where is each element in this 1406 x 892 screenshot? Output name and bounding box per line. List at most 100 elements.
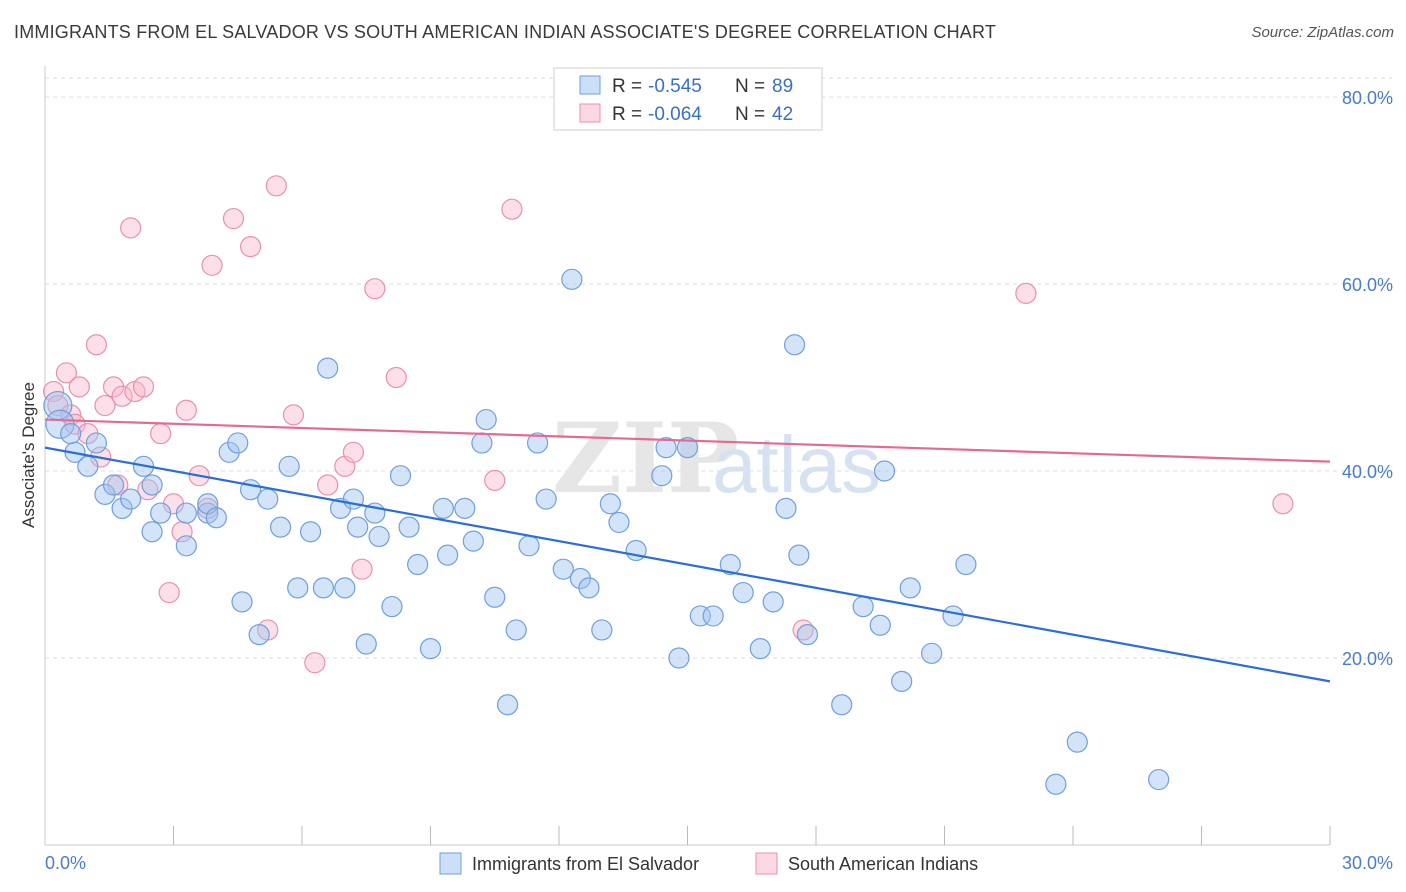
data-point <box>749 638 771 660</box>
x-tick-labels: 0.0% 30.0% <box>45 853 1393 873</box>
series-south-american-indians <box>42 175 1294 674</box>
data-point <box>526 432 549 454</box>
data-point <box>454 497 476 519</box>
data-point <box>432 497 454 519</box>
series-el-salvador <box>43 268 1170 795</box>
data-point <box>132 376 155 398</box>
data-point <box>398 516 420 538</box>
data-point <box>85 334 108 356</box>
data-point <box>94 394 116 417</box>
data-point <box>385 366 407 389</box>
data-point <box>269 516 292 538</box>
data-point <box>1272 493 1294 515</box>
data-point <box>552 558 574 580</box>
data-point <box>222 207 245 230</box>
bottom-legend-label-blue: Immigrants from El Salvador <box>472 854 699 874</box>
legend-r-label-pink: R = <box>612 104 642 125</box>
data-point <box>141 474 163 496</box>
legend-n-label-blue: N = <box>735 76 765 97</box>
data-point <box>1148 768 1170 791</box>
legend-r-value-pink: -0.064 <box>648 104 702 125</box>
data-point <box>796 624 819 646</box>
data-point <box>1045 773 1067 795</box>
data-point <box>942 605 964 627</box>
source-label: Source: ZipAtlas.com <box>1251 24 1394 41</box>
data-point <box>651 465 673 487</box>
axes <box>44 66 1331 846</box>
data-point <box>561 268 583 290</box>
data-point <box>501 198 523 220</box>
data-point <box>347 516 369 538</box>
data-point <box>719 553 741 576</box>
data-point <box>518 535 540 557</box>
data-point <box>265 175 287 197</box>
data-point <box>873 460 896 482</box>
data-point <box>55 362 78 384</box>
data-point <box>788 544 810 566</box>
y-tick-label: 20.0% <box>1342 649 1393 669</box>
data-point <box>655 437 677 459</box>
legend-swatch-pink <box>579 103 601 123</box>
watermark: ZIP atlas <box>552 402 881 515</box>
data-point <box>775 497 797 519</box>
bottom-legend: Immigrants from El Salvador South Americ… <box>439 852 978 875</box>
data-point <box>497 694 519 716</box>
data-point <box>77 455 99 477</box>
data-point <box>60 423 82 445</box>
legend-box: R = -0.545 N = 89 R = -0.064 N = 42 <box>553 67 823 131</box>
x-tick-label: 30.0% <box>1342 853 1393 873</box>
data-point <box>921 642 943 664</box>
data-point <box>368 525 390 548</box>
data-point <box>869 614 891 636</box>
data-point <box>1066 731 1088 753</box>
data-point <box>484 586 506 608</box>
y-tick-label: 60.0% <box>1342 275 1393 295</box>
data-point <box>591 619 613 641</box>
data-point <box>227 432 249 454</box>
data-point <box>852 595 874 618</box>
data-point <box>955 553 977 576</box>
legend-n-value-pink: 42 <box>772 104 793 125</box>
y-tick-label: 40.0% <box>1342 462 1393 482</box>
data-point <box>120 488 142 510</box>
chart-title: IMMIGRANTS FROM EL SALVADOR VS SOUTH AME… <box>14 22 997 42</box>
data-point <box>102 474 125 496</box>
legend-n-label-pink: N = <box>735 104 765 125</box>
data-point <box>282 404 305 426</box>
data-point <box>141 521 163 543</box>
data-point <box>578 577 600 599</box>
data-point <box>732 581 754 604</box>
data-point <box>42 380 65 403</box>
data-point <box>248 624 270 646</box>
data-point <box>475 408 497 431</box>
data-point <box>158 581 180 604</box>
data-point <box>231 591 253 613</box>
legend-n-value-blue: 89 <box>772 76 793 97</box>
data-point <box>689 605 711 627</box>
bottom-legend-swatch-blue <box>439 852 462 875</box>
trend-line-blue <box>44 446 1331 683</box>
data-point <box>342 441 364 463</box>
data-point <box>175 399 197 421</box>
data-point <box>505 619 527 641</box>
data-point <box>257 488 279 510</box>
legend-r-label-blue: R = <box>612 76 642 97</box>
data-point <box>351 558 373 580</box>
legend-r-value-blue: -0.545 <box>648 76 702 97</box>
data-point <box>317 474 339 496</box>
data-point <box>389 465 412 487</box>
data-point <box>471 432 493 454</box>
data-point <box>762 591 784 613</box>
data-point <box>599 493 622 515</box>
data-point <box>702 605 724 627</box>
data-point <box>831 694 853 716</box>
bottom-legend-label-pink: South American Indians <box>788 854 978 874</box>
data-point <box>150 502 172 524</box>
data-point <box>462 530 484 552</box>
data-point <box>407 553 429 576</box>
watermark-zip: ZIP <box>552 402 739 515</box>
data-point <box>891 670 913 692</box>
data-point <box>334 577 356 599</box>
data-point <box>312 577 335 599</box>
